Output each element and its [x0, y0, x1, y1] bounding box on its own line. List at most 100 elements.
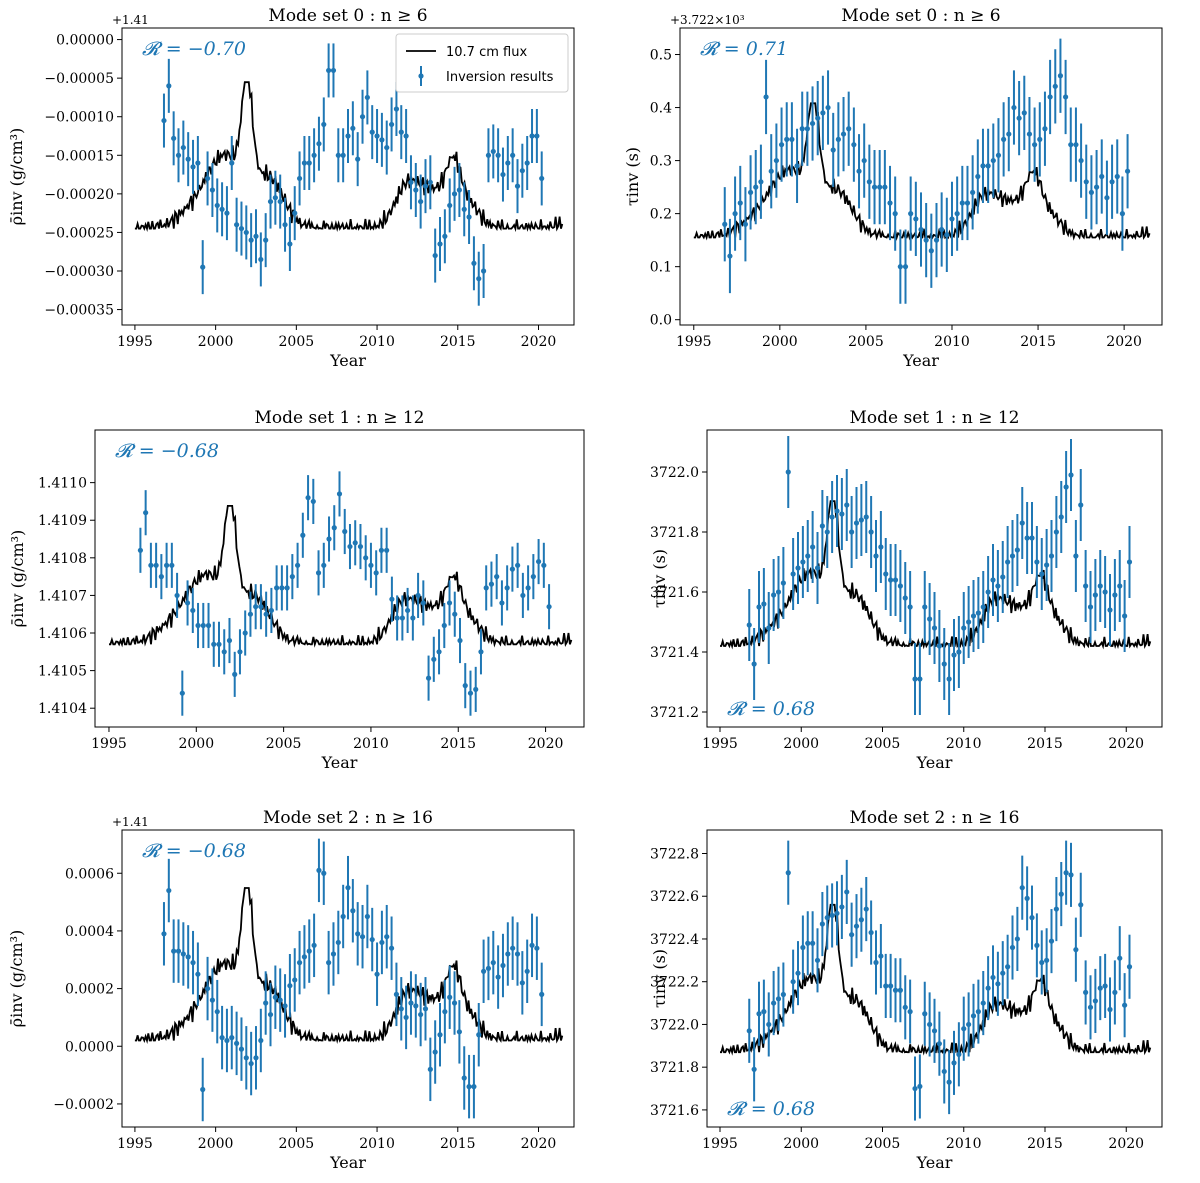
inversion-point	[727, 253, 733, 259]
axes-frame	[121, 27, 575, 326]
inversion-point	[495, 974, 501, 980]
inversion-point	[350, 908, 356, 914]
inversion-point	[403, 133, 409, 139]
x-tick-label: 1995	[117, 334, 153, 350]
inversion-point	[849, 529, 855, 535]
inversion-point	[214, 202, 220, 209]
inversion-point	[237, 649, 243, 655]
inversion-point	[809, 120, 816, 127]
inversion-point	[158, 574, 164, 580]
inversion-point	[234, 222, 240, 228]
x-tick-label: 2020	[521, 1136, 557, 1152]
inversion-point	[1032, 142, 1038, 148]
inversion-point	[248, 237, 254, 243]
inversion-point	[452, 611, 458, 617]
inversion-point	[878, 953, 884, 959]
inversion-point	[476, 1032, 482, 1038]
inversion-point	[829, 912, 835, 919]
plot-area	[720, 840, 1152, 1121]
x-tick-label: 2005	[865, 1136, 901, 1152]
chart-title: Mode set 0 : n ≥ 6	[841, 6, 1000, 26]
inversion-point	[485, 965, 492, 972]
x-axis-label: Year	[329, 351, 366, 370]
x-tick-label: 2000	[178, 736, 214, 752]
y-tick-label: −0.00035	[44, 303, 114, 319]
inversion-point	[871, 184, 878, 190]
x-axis-label: Year	[916, 1153, 953, 1172]
y-tick-label: 3722.0	[650, 1017, 699, 1033]
inversion-point	[490, 148, 496, 155]
inversion-point	[790, 571, 796, 577]
inversion-point	[389, 596, 395, 602]
y-axis-label: ρ̄inv (g/cm³)	[8, 530, 27, 628]
inversion-point	[944, 232, 950, 238]
inversion-point	[946, 1079, 952, 1085]
inversion-point	[829, 514, 835, 520]
inversion-point	[456, 187, 462, 193]
inversion-point	[732, 211, 738, 217]
y-tick-label: −0.00015	[44, 148, 114, 164]
inversion-point	[990, 577, 996, 583]
correlation-label: 𝓡 = 0.71	[700, 38, 788, 60]
x-tick-label: 2000	[783, 1136, 819, 1152]
inversion-point	[780, 991, 786, 998]
chart-panel-4: Mode set 2 : n ≥ 16 +1.41 1995 2000 2005 2010…	[7, 808, 575, 1172]
inversion-point	[897, 583, 903, 589]
inversion-point	[877, 184, 883, 190]
correlation-label: 𝓡 = 0.68	[727, 1098, 815, 1120]
inversion-point	[418, 198, 424, 205]
inversion-point	[357, 543, 364, 550]
inversion-point	[907, 604, 913, 610]
x-axis-label: Year	[902, 351, 939, 370]
inversion-point	[461, 206, 467, 212]
inversion-point	[282, 222, 288, 228]
x-axis-label: Year	[321, 753, 358, 772]
inversion-point	[804, 126, 810, 132]
inversion-point	[473, 686, 479, 693]
inversion-point	[446, 600, 453, 606]
inversion-point	[902, 595, 908, 601]
inversion-point	[284, 585, 290, 591]
inversion-point	[766, 625, 772, 631]
inversion-point	[892, 987, 899, 993]
y-tick-label: 0.0000	[65, 1039, 114, 1055]
inversion-point	[326, 960, 332, 966]
inversion-point	[243, 229, 249, 236]
inversion-point	[858, 517, 864, 523]
inversion-point	[780, 580, 786, 586]
inversion-point	[936, 1041, 942, 1047]
inversion-point	[927, 1021, 933, 1028]
inversion-point	[1034, 559, 1040, 565]
inversion-point	[941, 661, 947, 667]
y-tick-label: 3722.0	[650, 465, 699, 481]
inversion-point	[171, 135, 177, 141]
inversion-point	[153, 562, 159, 568]
y-tick-label: −0.00020	[44, 187, 114, 203]
inversion-point	[923, 237, 929, 243]
inversion-point	[956, 649, 962, 655]
flux-line	[134, 81, 564, 233]
inversion-point	[219, 206, 225, 212]
inversion-point	[975, 173, 981, 180]
y-tick-label: −0.00010	[44, 110, 114, 126]
inversion-point	[824, 529, 830, 535]
inversion-point	[420, 600, 426, 606]
inversion-point	[800, 944, 806, 951]
inversion-point	[505, 951, 511, 957]
inversion-point	[805, 940, 811, 946]
inversion-point	[190, 164, 196, 170]
inversion-point	[751, 661, 757, 667]
x-tick-label: 1995	[117, 1136, 153, 1152]
inversion-point	[174, 592, 180, 599]
inversion-point	[413, 1003, 419, 1009]
x-tick-label: 1995	[702, 736, 738, 752]
inversion-point	[274, 585, 280, 591]
inversion-point	[1122, 613, 1128, 619]
inversion-point	[1048, 938, 1055, 944]
inversion-point	[959, 200, 965, 206]
inversion-point	[200, 1086, 206, 1093]
y-tick-label: 3721.6	[650, 1103, 699, 1119]
chart-title: Mode set 2 : n ≥ 16	[263, 808, 433, 828]
inversion-point	[447, 994, 453, 1000]
inversion-point	[835, 136, 841, 142]
